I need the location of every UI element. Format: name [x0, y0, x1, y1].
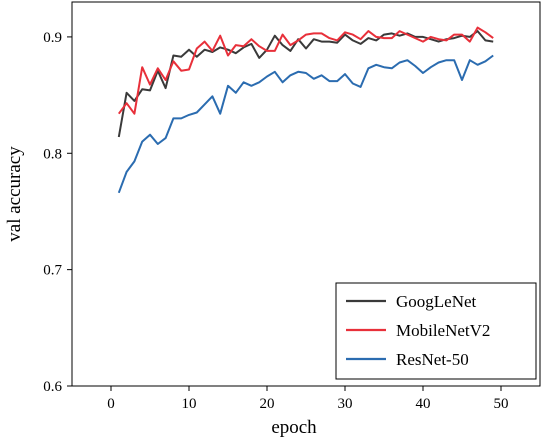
x-tick-label: 0	[107, 396, 115, 412]
y-tick-label: 0.6	[43, 379, 62, 395]
y-axis-title: val accuracy	[4, 146, 25, 242]
legend-label-resnet50: ResNet-50	[396, 350, 469, 369]
legend-label-googlenet: GoogLeNet	[396, 292, 477, 311]
legend-label-mobilenetv2: MobileNetV2	[396, 321, 490, 340]
y-tick-label: 0.9	[43, 30, 62, 46]
x-tick-label: 30	[338, 396, 353, 412]
x-tick-label: 10	[182, 396, 197, 412]
plot-frame	[71, 1, 541, 387]
series-line-googlenet	[117, 30, 494, 138]
y-tick-label: 0.8	[43, 146, 62, 162]
series-line-mobilenetv2	[117, 26, 494, 115]
series-line-resnet50	[117, 54, 494, 194]
x-tick-label: 40	[416, 396, 431, 412]
axes: 0 10 20 30 40 50 0.6 0.7 0.8 0.9	[43, 30, 508, 412]
series-lines	[117, 26, 494, 194]
y-tick-label: 0.7	[43, 263, 62, 279]
x-axis-title: epoch	[271, 417, 317, 438]
x-tick-label: 20	[260, 396, 275, 412]
x-tick-label: 50	[494, 396, 509, 412]
legend: GoogLeNet MobileNetV2 ResNet-50	[335, 282, 537, 380]
